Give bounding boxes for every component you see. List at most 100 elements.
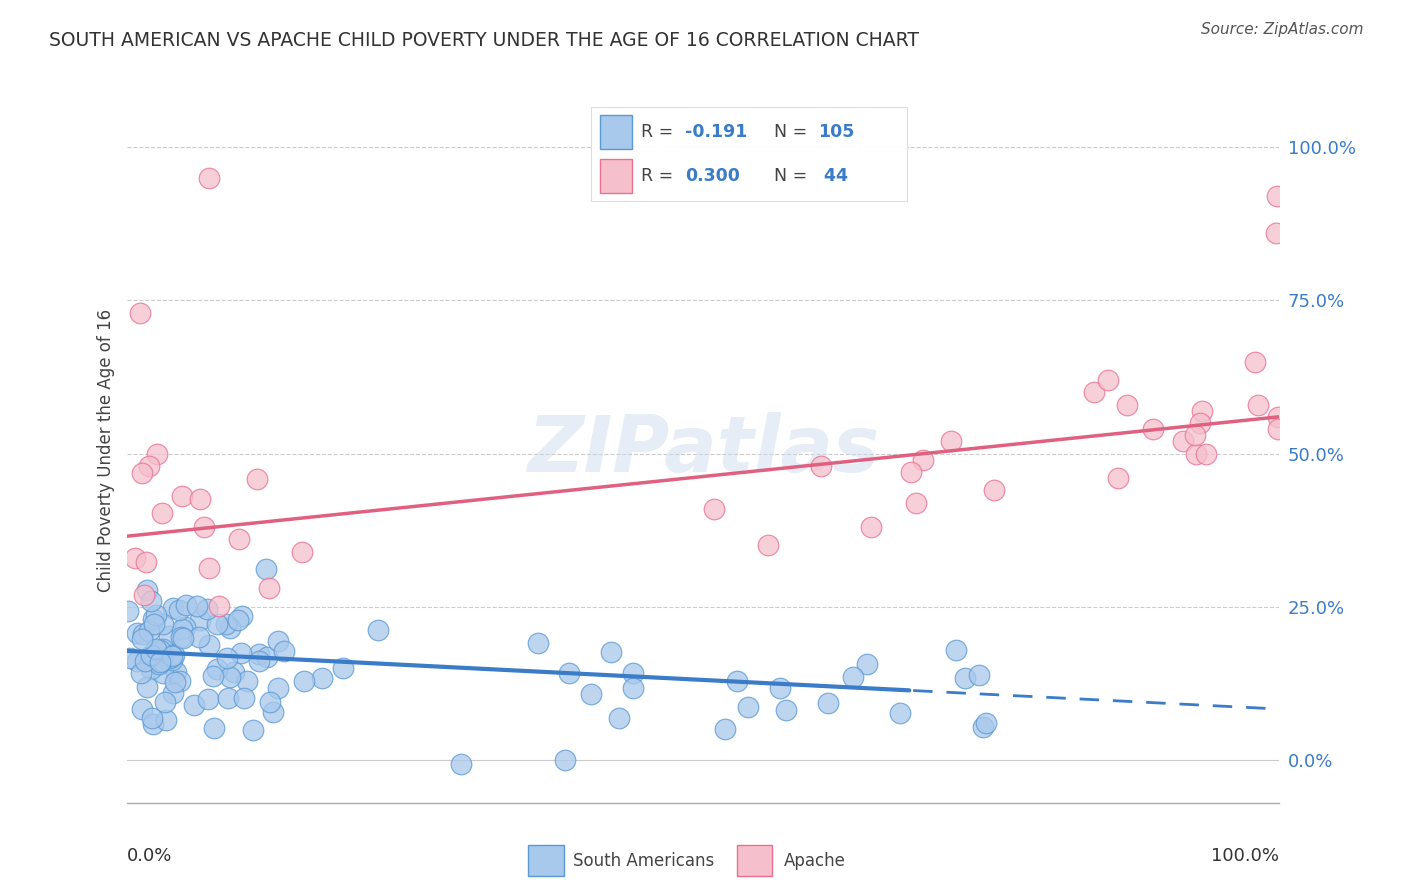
Point (167, 602, 190, 616)
Point (222, 665, 245, 680)
Point (188, 613, 211, 627)
Point (889, 706, 911, 720)
Point (1189, 416, 1212, 430)
Point (188, 631, 211, 645)
Point (174, 599, 197, 613)
Point (139, 593, 162, 607)
Point (607, 711, 630, 725)
Point (713, 723, 735, 737)
Point (131, 466, 153, 480)
Point (859, 520, 882, 534)
Point (242, 723, 264, 737)
Point (332, 660, 354, 674)
Text: South Americans: South Americans (574, 852, 714, 870)
Point (173, 620, 195, 634)
Point (118, 651, 141, 665)
Point (152, 665, 174, 680)
Point (972, 720, 994, 734)
Point (150, 506, 173, 520)
Point (215, 617, 238, 632)
Point (217, 690, 239, 705)
Point (1267, 409, 1289, 424)
Point (1191, 403, 1213, 417)
Point (810, 458, 832, 473)
Y-axis label: Child Poverty Under the Age of 16: Child Poverty Under the Age of 16 (97, 309, 115, 592)
Point (974, 716, 997, 731)
Point (1265, 189, 1288, 203)
Point (135, 555, 157, 569)
Point (1142, 422, 1164, 436)
Point (142, 717, 165, 731)
Point (143, 616, 166, 631)
Point (450, 757, 472, 772)
Point (291, 545, 314, 559)
Point (205, 617, 228, 632)
Point (170, 622, 193, 636)
Text: Apache: Apache (785, 852, 846, 870)
Point (148, 657, 170, 671)
Point (367, 624, 389, 638)
Point (775, 703, 797, 717)
Text: 0.300: 0.300 (686, 168, 741, 186)
Text: R =: R = (641, 123, 679, 141)
Text: 100.0%: 100.0% (1212, 847, 1279, 864)
Point (769, 681, 792, 695)
Point (143, 648, 166, 662)
Point (1243, 354, 1265, 368)
Point (756, 538, 779, 552)
Point (169, 674, 191, 689)
FancyBboxPatch shape (529, 846, 564, 876)
Point (149, 655, 172, 669)
Point (160, 653, 183, 667)
Point (292, 674, 315, 689)
Point (1115, 397, 1137, 411)
Point (198, 638, 221, 652)
Point (1184, 428, 1206, 442)
Point (153, 695, 176, 709)
Point (217, 650, 239, 665)
Point (900, 465, 922, 479)
Point (117, 604, 139, 618)
Point (136, 680, 159, 694)
Point (229, 646, 252, 660)
Point (599, 645, 621, 659)
Point (1185, 446, 1208, 460)
Point (273, 644, 295, 658)
Text: Source: ZipAtlas.com: Source: ZipAtlas.com (1201, 22, 1364, 37)
Text: SOUTH AMERICAN VS APACHE CHILD POVERTY UNDER THE AGE OF 16 CORRELATION CHART: SOUTH AMERICAN VS APACHE CHILD POVERTY U… (49, 31, 920, 50)
Point (554, 753, 576, 767)
FancyBboxPatch shape (600, 115, 631, 149)
Point (127, 654, 149, 668)
Point (267, 681, 290, 695)
Point (134, 654, 156, 668)
Point (170, 630, 193, 644)
Point (904, 495, 927, 509)
Point (188, 491, 211, 506)
Point (1247, 397, 1270, 411)
Point (150, 654, 173, 668)
FancyBboxPatch shape (737, 846, 772, 876)
Point (226, 613, 249, 627)
Point (581, 687, 603, 701)
Point (163, 648, 186, 662)
Point (527, 635, 550, 649)
Point (256, 650, 278, 665)
Point (157, 629, 180, 643)
Point (219, 621, 242, 635)
Point (218, 670, 240, 684)
Point (145, 642, 167, 657)
Point (128, 305, 150, 319)
Text: N =: N = (773, 168, 813, 186)
Point (208, 599, 231, 614)
Point (953, 671, 976, 685)
Point (146, 446, 169, 460)
Point (145, 607, 167, 622)
Point (983, 483, 1005, 498)
Text: ZIPatlas: ZIPatlas (527, 412, 879, 489)
Point (205, 662, 228, 676)
Point (231, 609, 253, 624)
Point (259, 695, 281, 709)
Point (193, 520, 215, 534)
Point (228, 533, 250, 547)
Point (142, 612, 165, 626)
